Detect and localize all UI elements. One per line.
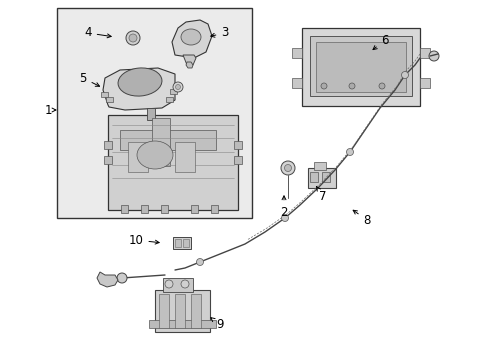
Circle shape [181, 280, 189, 288]
Bar [210, 205, 218, 213]
Polygon shape [97, 272, 118, 287]
Bar [321, 172, 329, 182]
Bar [170, 89, 177, 94]
Text: 10: 10 [128, 234, 159, 247]
Circle shape [428, 51, 438, 61]
Circle shape [129, 34, 137, 42]
Bar [104, 141, 112, 149]
Ellipse shape [137, 141, 173, 169]
Bar [155, 290, 209, 332]
Circle shape [126, 31, 140, 45]
Bar [165, 97, 173, 102]
Bar [291, 48, 302, 58]
Bar [191, 205, 198, 213]
Bar [175, 239, 181, 247]
Circle shape [346, 148, 353, 156]
Bar [161, 205, 168, 213]
Text: 8: 8 [352, 210, 370, 226]
Bar [309, 172, 317, 182]
Circle shape [284, 165, 291, 171]
Bar [302, 28, 419, 106]
Circle shape [378, 83, 384, 89]
Bar [309, 36, 411, 96]
Circle shape [281, 215, 288, 221]
Bar [234, 141, 242, 149]
Bar [152, 118, 170, 166]
Bar [175, 142, 195, 172]
Bar [108, 115, 238, 210]
Circle shape [117, 273, 127, 283]
Text: 3: 3 [210, 27, 228, 40]
Bar [291, 78, 302, 88]
Circle shape [401, 72, 407, 78]
Text: 5: 5 [79, 72, 100, 86]
Bar [173, 237, 191, 249]
Polygon shape [103, 68, 175, 110]
Bar [120, 130, 216, 150]
Bar [163, 278, 193, 292]
Bar [128, 142, 148, 172]
Polygon shape [185, 62, 193, 68]
Bar [159, 294, 169, 328]
Circle shape [348, 83, 354, 89]
Bar [313, 162, 325, 170]
Bar [121, 205, 128, 213]
Bar [419, 78, 429, 88]
Polygon shape [183, 55, 196, 65]
Text: 1: 1 [44, 104, 56, 117]
Text: 2: 2 [280, 196, 287, 219]
Bar [57, 8, 251, 218]
Bar [419, 48, 429, 58]
Ellipse shape [118, 68, 162, 96]
Bar [191, 294, 201, 328]
Text: 6: 6 [372, 33, 388, 50]
Text: 7: 7 [316, 186, 326, 202]
Bar [149, 320, 216, 328]
Ellipse shape [181, 29, 201, 45]
Polygon shape [172, 20, 212, 58]
Bar [315, 42, 405, 92]
Bar [175, 294, 184, 328]
Text: 9: 9 [210, 318, 224, 332]
Circle shape [164, 280, 173, 288]
Circle shape [196, 258, 203, 266]
Circle shape [320, 83, 326, 89]
Bar [104, 156, 112, 164]
Circle shape [173, 82, 183, 92]
Bar [147, 108, 155, 120]
Bar [234, 156, 242, 164]
Bar [183, 239, 189, 247]
Bar [106, 97, 113, 102]
Circle shape [175, 85, 180, 90]
Bar [307, 168, 335, 188]
Circle shape [281, 161, 294, 175]
Bar [141, 205, 148, 213]
Bar [101, 92, 108, 97]
Text: 4: 4 [84, 27, 111, 40]
